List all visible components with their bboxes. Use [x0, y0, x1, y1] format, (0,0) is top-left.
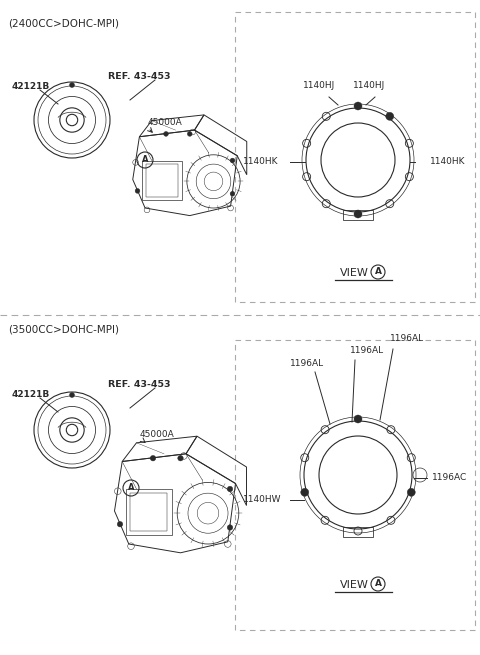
Text: 1140HJ: 1140HJ: [353, 81, 385, 90]
Circle shape: [230, 158, 235, 163]
Text: A: A: [374, 267, 382, 276]
Text: (2400CC>DOHC-MPI): (2400CC>DOHC-MPI): [8, 18, 119, 28]
Text: VIEW: VIEW: [340, 580, 369, 590]
Bar: [130, 493, 168, 531]
Circle shape: [150, 455, 156, 461]
Circle shape: [70, 83, 74, 88]
Circle shape: [164, 132, 168, 136]
Circle shape: [407, 489, 415, 496]
Text: 45000A: 45000A: [140, 430, 175, 439]
Text: 1140HK: 1140HK: [430, 157, 466, 166]
Text: VIEW: VIEW: [340, 268, 369, 278]
Circle shape: [354, 415, 362, 423]
Text: A: A: [374, 580, 382, 588]
Text: REF. 43-453: REF. 43-453: [108, 380, 170, 389]
Text: (3500CC>DOHC-MPI): (3500CC>DOHC-MPI): [8, 325, 119, 335]
Circle shape: [354, 102, 362, 110]
Bar: [235, 340, 475, 630]
Text: 42121B: 42121B: [12, 82, 50, 91]
Text: 1196AC: 1196AC: [432, 474, 467, 483]
Text: 1140HK: 1140HK: [243, 157, 278, 166]
Text: A: A: [128, 483, 134, 493]
Circle shape: [135, 189, 140, 193]
Circle shape: [187, 132, 192, 136]
Circle shape: [227, 486, 233, 492]
Circle shape: [178, 455, 183, 461]
Bar: [343, 210, 373, 220]
Text: 1196AL: 1196AL: [390, 334, 424, 343]
Circle shape: [354, 210, 362, 218]
Bar: [125, 489, 172, 535]
Text: A: A: [142, 155, 148, 164]
Circle shape: [301, 489, 309, 496]
Text: 1140HW: 1140HW: [243, 495, 281, 504]
Bar: [235, 12, 475, 302]
Bar: [142, 160, 182, 200]
Text: 1196AL: 1196AL: [290, 359, 324, 368]
Circle shape: [386, 112, 394, 121]
Circle shape: [70, 392, 74, 398]
Bar: [343, 527, 373, 537]
Text: 1196AL: 1196AL: [350, 346, 384, 355]
Circle shape: [117, 521, 123, 527]
Text: 42121B: 42121B: [12, 390, 50, 399]
Circle shape: [227, 525, 233, 531]
Text: 45000A: 45000A: [148, 118, 183, 127]
Text: 1140HJ: 1140HJ: [303, 81, 335, 90]
Bar: [146, 164, 179, 196]
Circle shape: [230, 191, 235, 196]
Text: REF. 43-453: REF. 43-453: [108, 72, 170, 81]
